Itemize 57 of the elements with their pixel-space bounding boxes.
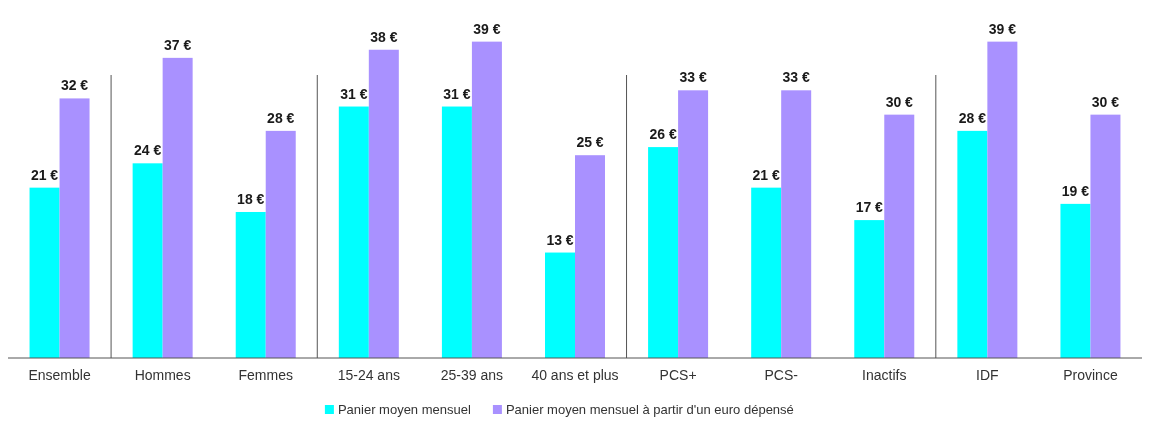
- bar: [338, 106, 369, 358]
- legend-label: Panier moyen mensuel à partir d'un euro dépensé: [505, 402, 794, 417]
- data-label: 26 €: [649, 126, 677, 143]
- bar: [1060, 203, 1091, 358]
- x-tick-label: Ensemble: [28, 367, 91, 383]
- bar: [781, 90, 812, 358]
- bar: [441, 106, 472, 358]
- bar: [575, 155, 605, 358]
- data-label: 33 €: [679, 69, 707, 86]
- data-label: 19 €: [1061, 182, 1090, 199]
- bar: [29, 187, 60, 358]
- bar: [162, 57, 193, 358]
- data-label: 28 €: [267, 109, 295, 126]
- bar: [987, 41, 1018, 358]
- x-tick-label: Inactifs: [862, 367, 907, 383]
- bar: [132, 163, 163, 358]
- bar: [854, 220, 885, 358]
- bar: [59, 98, 90, 358]
- x-tick-label: 15-24 ans: [337, 367, 400, 383]
- data-label: 32 €: [60, 77, 89, 94]
- data-label: 37 €: [164, 36, 192, 53]
- x-tick-label: 25-39 ans: [440, 367, 504, 383]
- data-label: 30 €: [885, 93, 914, 110]
- data-label: 24 €: [134, 142, 162, 159]
- data-label: 31 €: [443, 85, 471, 102]
- x-tick-label: 40 ans et plus: [531, 367, 619, 383]
- x-tick-label: PCS-: [764, 367, 799, 383]
- bar: [235, 211, 266, 358]
- bar: [265, 130, 296, 358]
- x-tick-label: IDF: [976, 367, 999, 383]
- bar: [545, 252, 575, 358]
- bar: [957, 130, 988, 358]
- bar: [1090, 114, 1121, 358]
- bar: [471, 41, 502, 358]
- data-label: 39 €: [473, 20, 501, 37]
- x-tick-label: Province: [1063, 367, 1118, 383]
- legend-label: Panier moyen mensuel: [337, 402, 471, 417]
- x-tick-label: Hommes: [134, 367, 191, 383]
- x-tick-label: PCS+: [659, 367, 697, 383]
- data-label: 33 €: [782, 69, 811, 86]
- data-label: 38 €: [370, 28, 398, 45]
- bar: [751, 187, 782, 358]
- data-label: 21 €: [752, 166, 781, 183]
- data-label: 39 €: [988, 20, 1017, 37]
- bar: [368, 49, 399, 358]
- data-label: 18 €: [237, 190, 265, 207]
- data-label: 31 €: [340, 85, 368, 102]
- bar: [648, 147, 679, 358]
- bar: [884, 114, 915, 358]
- data-label: 30 €: [1091, 93, 1120, 110]
- data-label: 13 €: [546, 231, 574, 248]
- bar: [678, 90, 709, 358]
- data-label: 28 €: [958, 109, 987, 126]
- x-tick-label: Femmes: [238, 367, 293, 383]
- data-label: 25 €: [576, 134, 604, 151]
- data-label: 21 €: [30, 166, 59, 183]
- data-label: 17 €: [855, 199, 884, 216]
